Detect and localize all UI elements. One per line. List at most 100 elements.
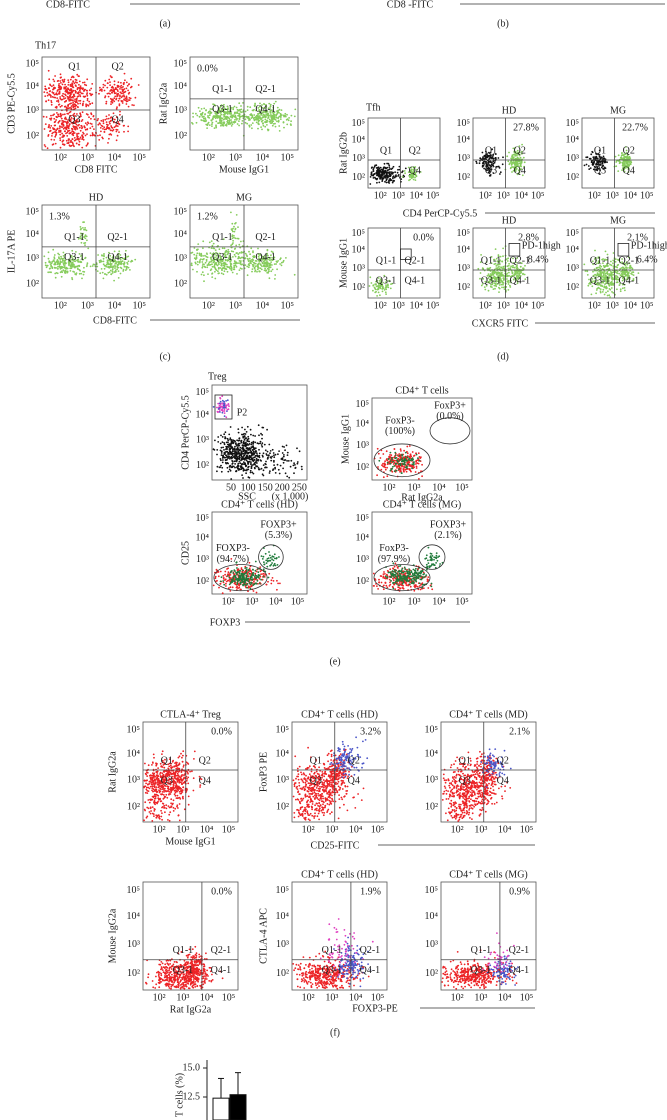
event-dot [241,114,244,117]
event-dot [252,434,255,437]
event-dot [123,98,125,101]
event-dot [58,131,60,133]
event-dot [59,129,62,132]
event-dot [255,121,258,124]
event-dot [267,267,269,270]
event-dot [64,83,66,86]
x-tick-label: 10³ [392,190,405,201]
event-dot [508,271,510,274]
event-dot [203,280,205,283]
event-dot [193,257,196,260]
event-dot [207,111,210,114]
event-dot [50,100,53,102]
event-dot [234,247,237,250]
event-dot [284,459,287,461]
event-dot [376,177,379,180]
event-dot [251,127,253,130]
event-dot [118,103,121,106]
event-dot [253,466,256,469]
event-dot [78,80,81,83]
event-dot [102,277,105,280]
event-dot [239,446,242,449]
x-tick-label: 10⁵ [426,190,440,201]
event-dot [81,111,84,114]
quadrant-label: Q4-1 [619,275,640,286]
x-tick-label: 10³ [229,300,242,311]
event-dot [498,291,500,293]
event-dot [618,272,620,275]
event-dot [235,442,237,445]
event-dot [223,442,226,444]
event-dot [230,269,233,272]
event-dot [63,98,65,100]
event-dot [240,466,242,469]
event-dot [245,465,247,468]
event-dot [487,289,490,292]
event-dot [90,123,93,125]
event-dot [265,270,267,272]
event-dot [620,267,623,269]
event-dot [101,271,104,274]
event-dot [273,117,275,120]
event-dot [203,119,205,122]
event-dot [198,252,201,255]
event-dot [51,85,53,88]
event-dot [503,278,505,280]
event-dot [204,266,207,269]
event-dot [62,113,64,116]
event-dot [598,156,601,158]
event-dot [191,121,193,124]
event-dot [234,116,237,119]
event-dot [296,462,299,465]
event-dot [265,463,267,466]
event-dot [229,447,232,450]
x-tick-label: 10⁵ [531,190,545,201]
event-dot [510,157,512,160]
event-dot [259,267,262,270]
event-dot [282,467,284,470]
quadrant-label: Q4 [623,165,635,176]
event-dot [75,97,78,100]
event-dot [123,124,125,127]
event-dot [277,116,280,119]
y-axis-label: Rat IgG2a [158,82,169,124]
event-dot [246,122,249,125]
event-dot [210,119,213,121]
event-dot [223,408,226,411]
event-dot [127,92,130,95]
event-dot [369,276,372,279]
event-dot [234,445,236,448]
event-dot [516,267,519,270]
event-dot [249,106,252,109]
event-dot [249,448,252,450]
event-dot [58,257,60,260]
event-dot [91,125,94,128]
event-dot [479,272,482,274]
event-dot [50,271,52,274]
event-dot [53,113,55,116]
event-dot [54,266,56,269]
event-dot [126,84,129,87]
event-dot [83,221,85,224]
event-dot [118,131,120,134]
event-dot [63,105,66,108]
event-dot [214,268,217,271]
gate-percent: 6.4% [637,254,658,265]
event-dot [67,138,70,141]
event-dot [264,267,266,270]
event-dot [284,449,286,452]
event-dot [376,295,378,297]
event-dot [98,261,101,264]
event-dot [89,134,92,137]
event-dot [226,270,229,273]
event-dot [53,121,56,124]
event-dot [111,270,114,273]
event-dot [238,262,240,264]
event-dot [229,106,232,109]
event-dot [385,288,388,291]
event-dot [120,92,123,95]
event-dot [70,105,73,107]
event-dot [502,286,505,289]
event-dot [626,157,628,159]
event-dot [64,89,67,92]
